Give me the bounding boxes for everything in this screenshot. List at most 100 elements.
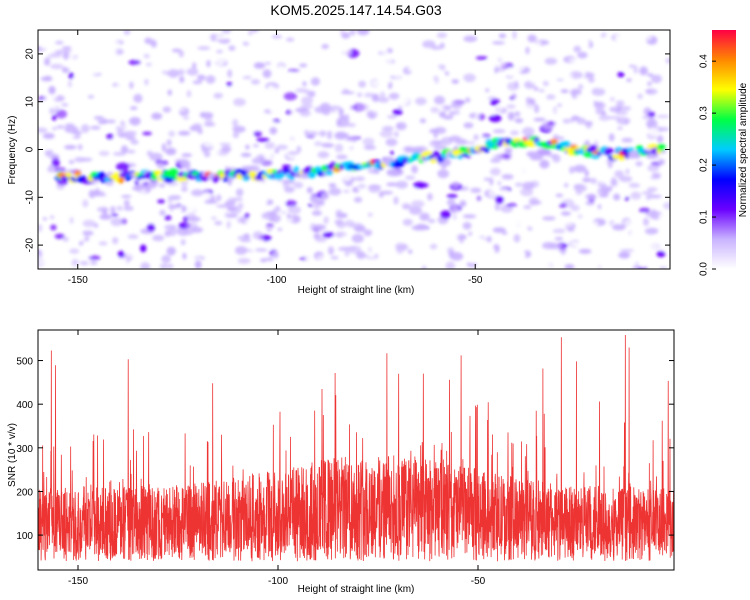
spectrogram-noise-cell xyxy=(647,243,659,249)
spectrogram-noise-cell xyxy=(299,39,307,47)
spectrogram-noise-cell xyxy=(411,200,425,208)
spectrogram-noise-cell xyxy=(289,108,296,118)
spectrogram-noise-cell xyxy=(185,164,191,173)
spectrogram-noise-cell xyxy=(360,57,374,65)
spectrogram-noise-cell xyxy=(434,253,449,263)
spectrogram-noise-cell xyxy=(242,131,254,139)
spectrogram-noise-cell xyxy=(578,30,591,34)
spectrogram-noise-cell xyxy=(146,46,155,55)
spectrogram-noise-cell xyxy=(344,250,350,257)
spectrogram-noise-cell xyxy=(359,157,367,162)
spectrogram-noise-cell xyxy=(446,66,461,74)
spectrogram-noise-cell xyxy=(509,96,514,101)
spectrogram-noise-cell xyxy=(263,159,274,166)
spectrogram-signal-cell xyxy=(154,170,162,176)
spectrogram-noise-cell xyxy=(598,242,609,249)
spectrogram-signal-cell xyxy=(461,153,468,158)
spectrogram-noise-cell xyxy=(137,208,143,216)
spectrogram-signal-cell xyxy=(168,168,179,176)
spectrogram-signal-cell xyxy=(415,154,422,159)
spectrogram-noise-cell xyxy=(630,191,642,200)
spectrogram-noise-cell xyxy=(473,44,480,51)
spectrogram-noise-cell xyxy=(219,142,232,146)
spectrogram-noise-cell xyxy=(453,109,461,116)
spectrogram-noise-cell xyxy=(513,234,521,243)
spectrogram-noise-cell xyxy=(488,189,498,197)
spectrogram-noise-cell xyxy=(235,188,244,197)
spectrogram-noise-cell xyxy=(356,30,370,36)
spectrogram-noise-cell xyxy=(79,261,89,266)
spectrogram-noise-cell xyxy=(193,93,201,97)
spectrogram-noise-cell xyxy=(597,52,609,57)
spectrogram-noise-cell xyxy=(478,225,486,230)
spectrogram-noise-cell xyxy=(123,184,129,194)
spectrogram-noise-cell xyxy=(344,180,353,187)
spectrogram-noise-cell xyxy=(319,130,327,137)
spectrogram-noise-cell xyxy=(578,84,584,90)
spectrogram-noise-cell xyxy=(217,187,225,197)
spectrogram-noise-cell xyxy=(199,68,214,73)
spectrogram-noise-cell xyxy=(588,77,595,83)
spectrogram-noise-cell xyxy=(562,41,573,47)
spectrogram-noise-cell xyxy=(622,52,632,56)
spectrogram-noise-cell xyxy=(434,95,445,105)
spectrogram-noise-cell xyxy=(534,68,548,77)
spectrogram-noise-cell xyxy=(159,183,166,188)
spectrogram-noise-cell xyxy=(139,69,144,74)
spectrogram-noise-cell xyxy=(321,107,331,116)
spectrogram-noise-cell xyxy=(377,96,390,103)
spectrogram-image xyxy=(38,30,670,269)
spectrogram-noise-cell xyxy=(606,253,618,257)
spectrogram-noise-cell xyxy=(149,152,163,162)
spectrogram-noise-cell xyxy=(262,69,272,78)
spectrogram-noise-cell xyxy=(318,120,329,128)
spectrogram-noise-cell xyxy=(197,53,206,58)
spectrogram-noise-cell xyxy=(463,122,474,129)
spectrogram-noise-cell xyxy=(646,187,658,192)
spectrogram-noise-cell xyxy=(120,114,127,122)
spectrogram-noise-cell xyxy=(223,244,233,251)
spectrogram-noise-cell xyxy=(180,239,186,246)
spectrogram-noise-cell xyxy=(203,142,217,148)
spectrogram-noise-cell xyxy=(297,66,310,74)
spectrogram-noise-cell xyxy=(165,147,177,156)
snr-panel: -150 -100 -50 100 200 300 400 500 Height of st… xyxy=(7,329,675,595)
spectrogram-noise-cell xyxy=(351,66,357,71)
spectrogram-noise-cell xyxy=(72,75,85,83)
spectrogram-noise-cell xyxy=(227,197,237,203)
spectrogram-noise-cell xyxy=(229,85,239,90)
spectrogram-noise-cell xyxy=(231,180,238,187)
spectrogram-noise-cell xyxy=(369,111,375,119)
spectrogram-noise-cell xyxy=(232,125,246,133)
spectrogram-noise-cell xyxy=(200,94,206,102)
spectrogram-noise-cell xyxy=(82,243,88,249)
spectrogram-noise-cell xyxy=(553,184,563,188)
spectrogram-noise-cell xyxy=(467,206,473,214)
spectrogram-noise-cell xyxy=(418,47,433,52)
spectrogram-noise-cell xyxy=(450,117,462,122)
spectrogram-noise-cell xyxy=(628,182,641,188)
spectrogram-noise-cell xyxy=(523,205,532,210)
spectrogram-noise-cell xyxy=(181,265,195,269)
spectrogram-noise-cell xyxy=(176,226,190,236)
spectrogram-noise-cell xyxy=(446,194,458,199)
spectrogram-noise-cell xyxy=(598,256,613,262)
spectrogram-noise-cell xyxy=(46,166,58,173)
spectrogram-noise-cell xyxy=(338,115,348,120)
spectrogram-noise-cell xyxy=(178,130,191,136)
spectrogram-noise-cell xyxy=(419,212,430,221)
spectrogram-noise-cell xyxy=(663,218,670,222)
spectrogram-noise-cell xyxy=(520,187,534,197)
spectrogram-noise-cell xyxy=(621,137,634,143)
spectrogram-noise-cell xyxy=(416,182,429,188)
spectrogram-noise-cell xyxy=(72,131,83,135)
spectrogram-noise-cell xyxy=(245,144,250,150)
spectrogram-noise-cell xyxy=(118,133,128,138)
spectrogram-noise-cell xyxy=(319,30,325,36)
spectrogram-noise-cell xyxy=(128,37,142,43)
spectrogram-noise-cell xyxy=(469,102,475,107)
spectrogram-signal-cell xyxy=(483,148,490,153)
spectrogram-y-tick-label: -10 xyxy=(25,190,36,205)
spectrogram-noise-cell xyxy=(200,106,207,114)
spectrogram-noise-cell xyxy=(140,262,151,269)
